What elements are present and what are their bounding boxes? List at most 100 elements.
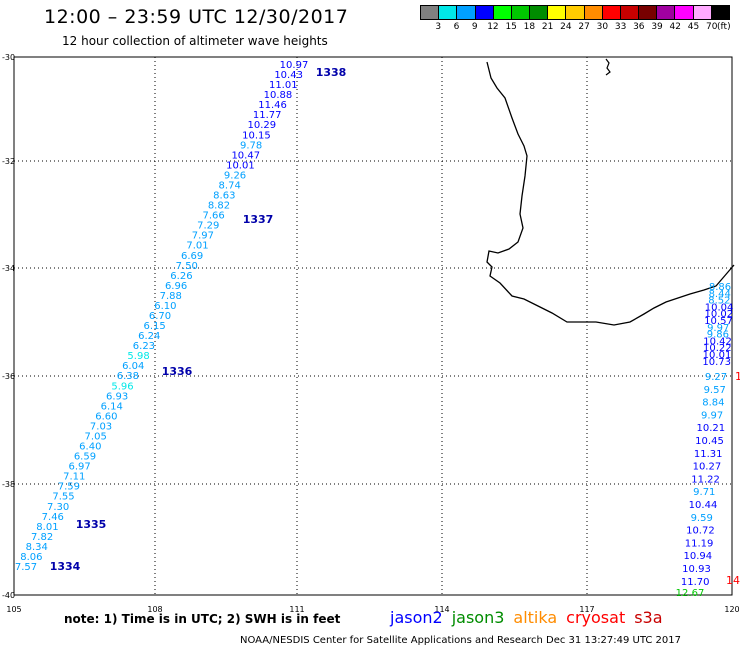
legend-label: 42 [669, 22, 682, 32]
legend-label: 15 [505, 22, 517, 32]
wave-height-value: 7.50 [176, 261, 198, 272]
legend-swatch [693, 6, 712, 19]
pass-number: 1337 [243, 213, 274, 226]
map-subtitle: 12 hour collection of altimeter wave hei… [62, 34, 328, 48]
wave-height-value: 5.98 [127, 351, 149, 362]
pass-number: 1336 [162, 365, 193, 378]
legend-label: 12 [487, 22, 499, 32]
wave-height-value: 11.22 [691, 474, 720, 485]
wave-height-value: 9.26 [224, 170, 246, 181]
wave-height-value: 11.46 [258, 100, 287, 111]
wave-height-value: 7.66 [202, 211, 224, 222]
wave-height-value: 6.26 [170, 271, 192, 282]
wave-height-legend: 3 6 9 12 15 18 21 24 27 30 33 36 39 42 45 70 (ft) [420, 5, 731, 35]
wave-height-value: 6.14 [101, 401, 123, 412]
satellite-name: altika [513, 608, 558, 627]
wave-height-value: 9.78 [240, 140, 262, 151]
legend-swatch [675, 6, 694, 19]
wave-height-value: 10.57 [704, 316, 733, 327]
wave-height-value: 6.38 [117, 371, 139, 382]
legend-label: 33 [614, 22, 627, 32]
wave-height-value: 10.47 [231, 150, 260, 161]
wave-height-value: 12.67 [676, 588, 705, 599]
wave-height-value: 9.86 [707, 330, 729, 341]
wave-height-value: 9.27 [705, 372, 727, 383]
wave-height-value: 10.21 [696, 423, 725, 434]
legend-label: 21 [541, 22, 554, 32]
wave-height-value: 9.71 [693, 487, 715, 498]
credit-line: NOAA/NESDIS Center for Satellite Applica… [240, 635, 682, 646]
wave-height-value: 6.23 [133, 341, 155, 352]
pass-labels: 1338 1337 1336 1335 1334 [50, 66, 347, 573]
wave-height-value: 10.01 [226, 160, 255, 171]
wave-height-value: 6.40 [79, 442, 101, 453]
wave-height-value: 10.15 [242, 130, 271, 141]
wave-height-value: 7.55 [52, 492, 74, 503]
wave-height-value: 7.57 [15, 562, 37, 573]
wave-height-value: 6.93 [106, 391, 128, 402]
legend-swatch [530, 6, 549, 19]
legend-label: 39 [651, 22, 663, 32]
island [605, 58, 611, 76]
wave-height-values: 10.9710.4311.0110.8811.4611.7710.2910.15… [15, 60, 734, 599]
wave-height-value: 6.69 [181, 251, 203, 262]
wave-height-value: 7.82 [31, 532, 53, 543]
wave-height-value: 7.30 [47, 502, 69, 513]
wave-height-value: 7.11 [63, 472, 85, 483]
lon-label: 114 [434, 605, 449, 614]
wave-height-value: 6.59 [74, 452, 96, 463]
legend-swatch [639, 6, 658, 19]
lon-label: 111 [289, 605, 304, 614]
legend-swatch [475, 6, 494, 19]
satellite-name: jason2 [390, 608, 443, 627]
wave-height-value: 11.19 [685, 538, 714, 549]
wave-height-value: 7.97 [192, 231, 214, 242]
legend-swatch [421, 6, 440, 19]
wave-height-value: 7.05 [85, 431, 107, 442]
wave-height-value: 8.34 [26, 542, 48, 553]
wave-height-value: 7.88 [160, 291, 182, 302]
wave-height-value: 6.04 [122, 361, 144, 372]
legend-label: 70 [706, 22, 718, 32]
legend-swatch [620, 6, 640, 19]
wave-height-value: 9.57 [704, 385, 726, 396]
pass-number: 1334 [50, 560, 81, 573]
lon-label: 117 [579, 605, 594, 614]
legend-color-bar [420, 5, 730, 20]
edge-label: 1 [735, 370, 740, 383]
axis-labels: 105 108 111 114 117 120 -30 -32 -34 -36 -38 -40 [2, 53, 740, 614]
wave-height-value: 10.45 [695, 436, 724, 447]
satellite-name: jason3 [451, 608, 505, 627]
map-frame [13, 56, 733, 596]
wave-height-value: 10.88 [264, 90, 293, 101]
wave-height-value: 10.27 [693, 462, 722, 473]
legend-label: 24 [560, 22, 572, 32]
wave-height-value: 10.72 [686, 526, 715, 537]
wave-height-value: 6.15 [144, 321, 166, 332]
wave-height-value: 8.84 [702, 398, 724, 409]
wave-height-value: 8.01 [36, 522, 58, 533]
legend-label: 36 [633, 22, 645, 32]
wave-height-value: 5.96 [111, 381, 133, 392]
legend-label: 3 [435, 22, 442, 32]
wave-height-value: 8.63 [213, 191, 235, 202]
legend-swatch [511, 6, 531, 19]
legend-unit: (ft) [717, 22, 731, 32]
pass-number: 1338 [316, 66, 347, 79]
wave-height-value: 6.97 [68, 462, 90, 473]
coastline [486, 61, 735, 326]
wave-height-value: 8.74 [219, 180, 241, 191]
wave-height-value: 10.73 [702, 357, 731, 368]
legend-swatch [493, 6, 512, 19]
legend-label: 6 [453, 22, 460, 32]
legend-label: 27 [578, 22, 590, 32]
legend-label: 45 [687, 22, 700, 32]
legend-label: 9 [471, 22, 478, 32]
wave-height-value: 11.70 [681, 577, 710, 588]
wave-height-value: 8.44 [709, 289, 731, 300]
footnote: note: 1) Time is in UTC; 2) SWH is in fe… [64, 612, 341, 626]
legend-swatch [439, 6, 458, 19]
lon-label: 105 [6, 605, 21, 614]
wave-height-value: 7.59 [58, 482, 80, 493]
